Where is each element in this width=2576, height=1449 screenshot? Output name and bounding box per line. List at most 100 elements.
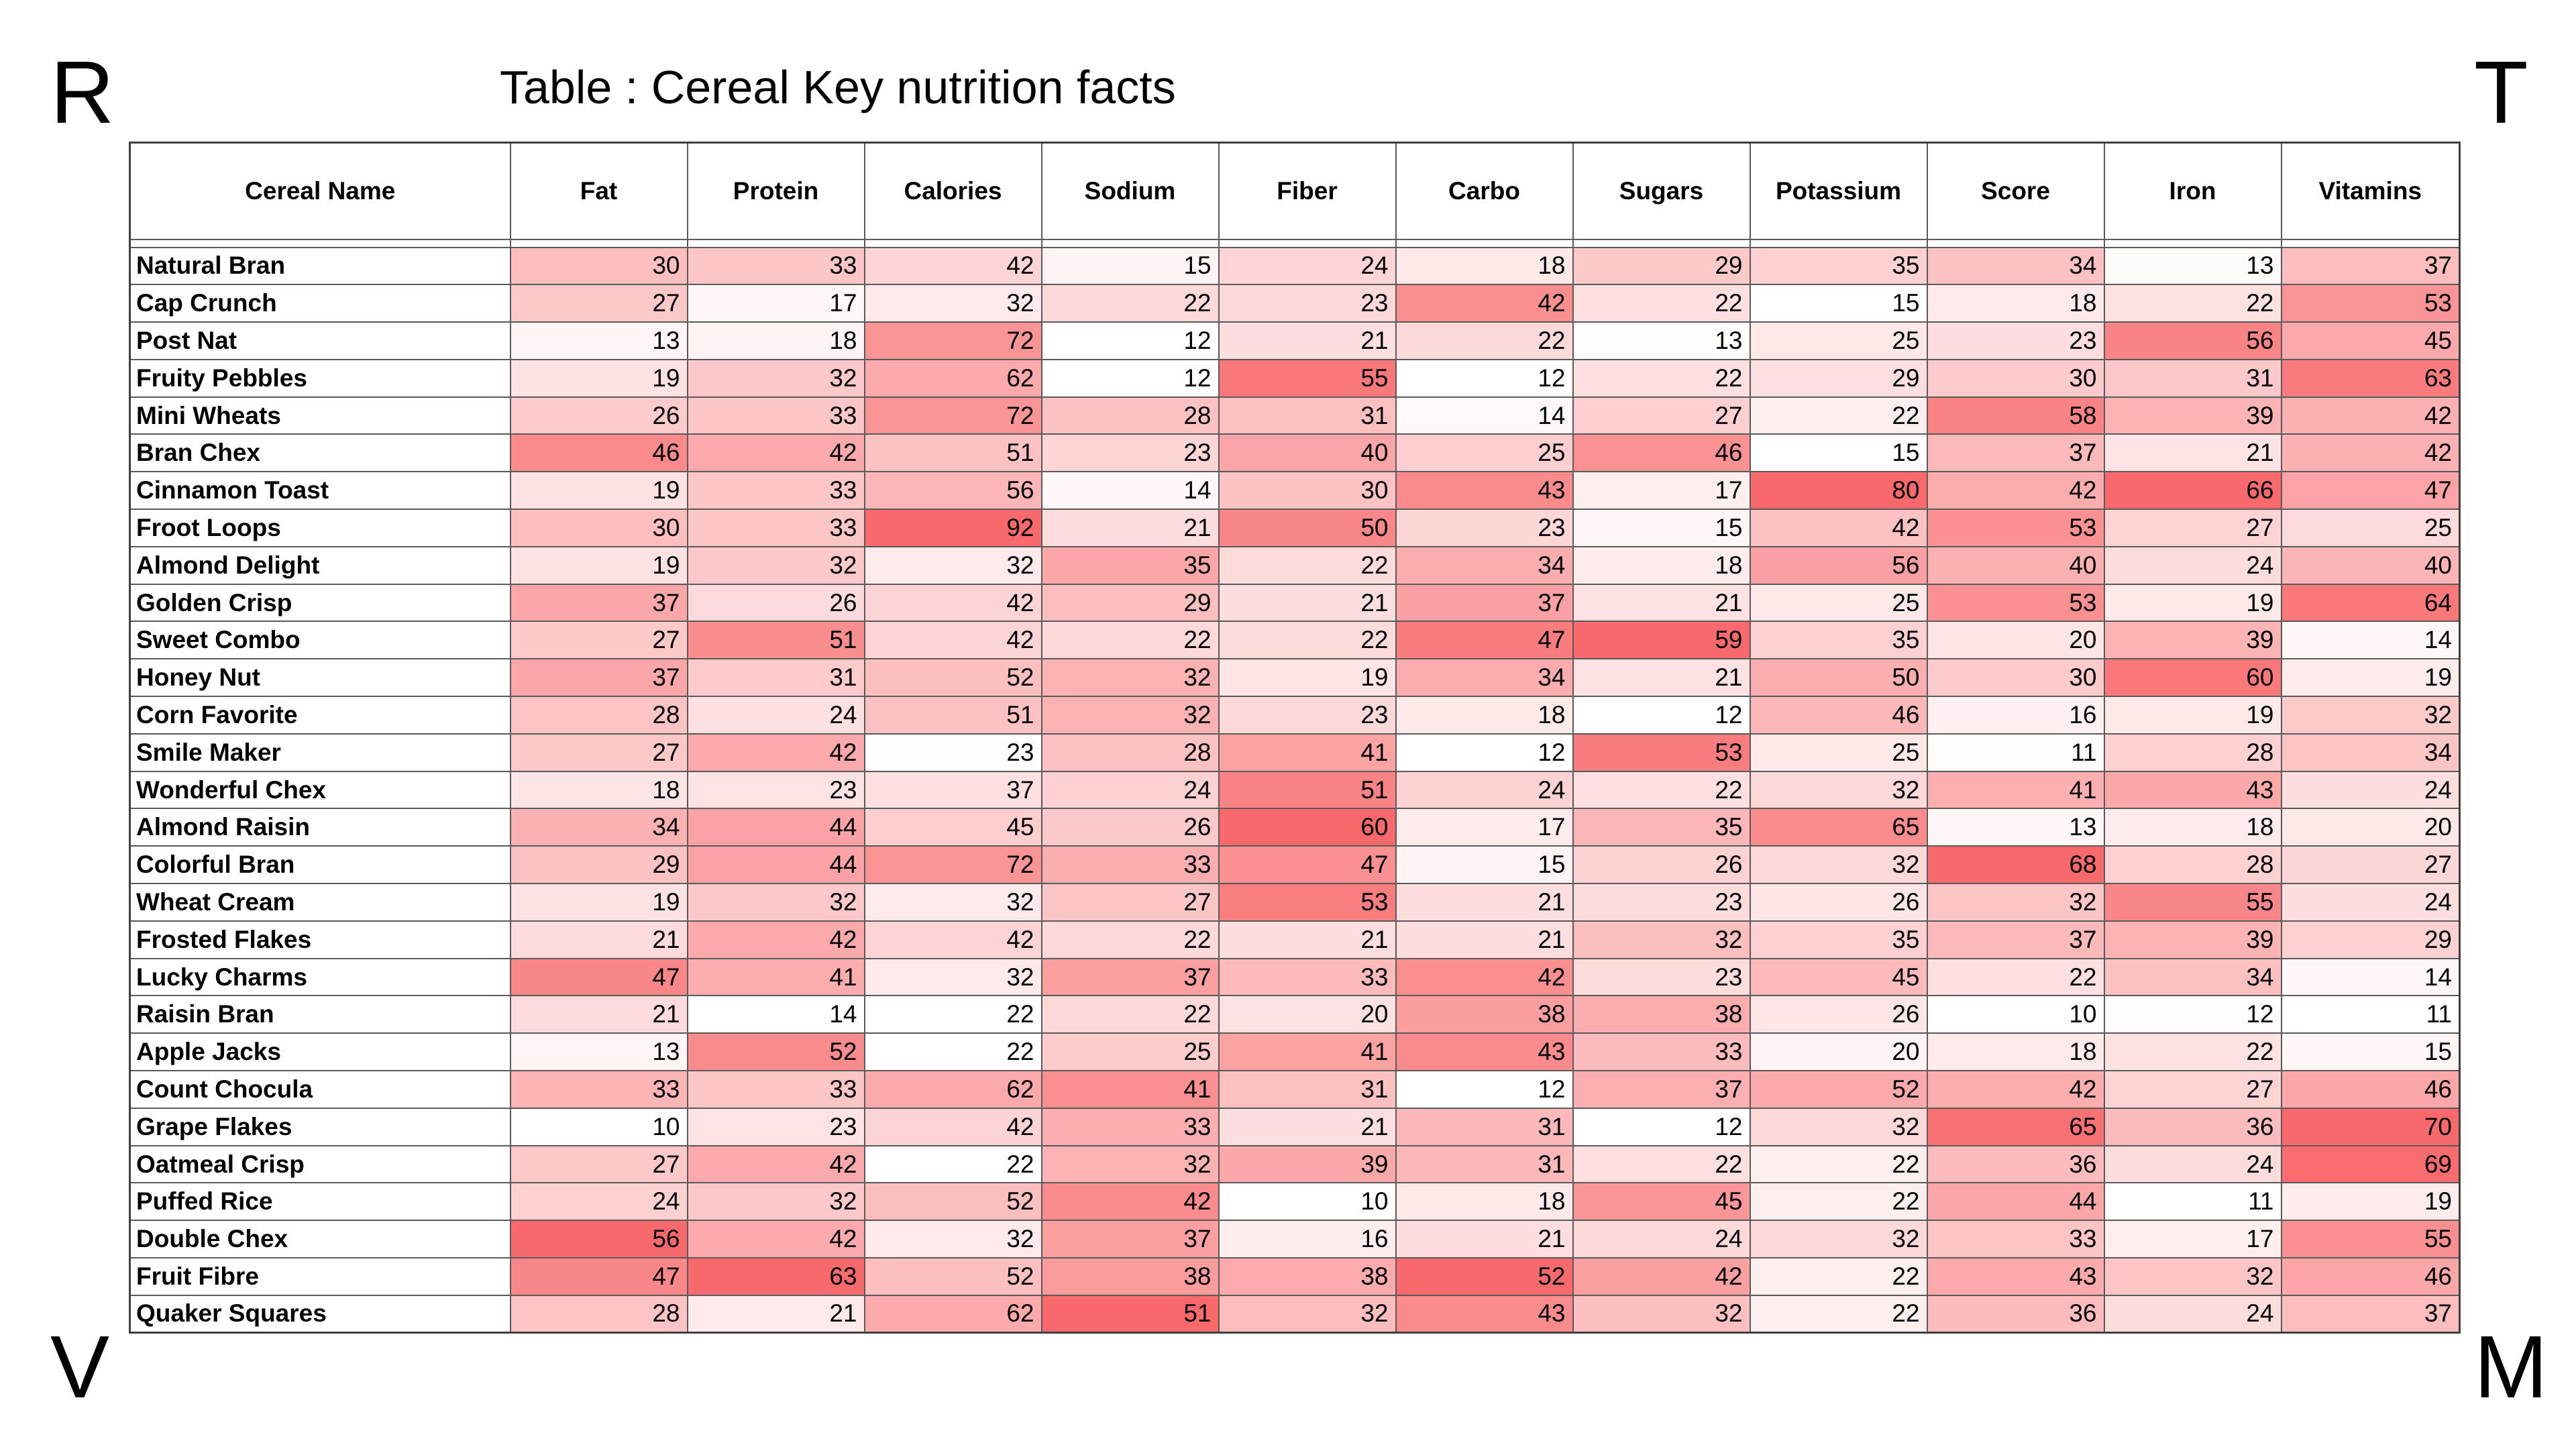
table-body: Natural Bran 30 33 42 15 24 18 29 35 34 13 37 Cap Cr… (129, 238, 2461, 1334)
table-row: Raisin Bran 21 14 22 22 20 38 38 26 10 12 11 (129, 995, 2461, 1034)
heat-cell: 11 (2103, 1182, 2282, 1222)
table-title: Table : Cereal Key nutrition facts (500, 61, 1176, 113)
heat-cell: 47 (1395, 621, 1574, 660)
table-row: Colorful Bran 29 44 72 33 47 15 26 32 68 28 27 (129, 845, 2461, 885)
heat-cell: 18 (2103, 808, 2282, 847)
heat-cell: 41 (686, 957, 865, 997)
heat-cell: 14 (1040, 471, 1220, 511)
spacer-cell (1040, 238, 1220, 248)
heat-cell: 32 (686, 358, 865, 398)
heat-cell: 38 (1572, 995, 1751, 1034)
heat-cell: 44 (686, 845, 865, 885)
heat-cell: 25 (1040, 1032, 1220, 1072)
heat-cell: 35 (1749, 246, 1928, 286)
heat-cell: 39 (2103, 396, 2282, 435)
heat-cell: 44 (1926, 1182, 2105, 1222)
table-row: Honey Nut 37 31 52 32 19 34 21 50 30 60 19 (129, 658, 2461, 698)
heat-cell: 34 (1395, 658, 1574, 698)
heat-cell: 31 (686, 658, 865, 698)
heat-cell: 32 (863, 1220, 1042, 1259)
heat-cell: 33 (1040, 845, 1220, 885)
heat-cell: 29 (1572, 246, 1751, 286)
heat-cell: 19 (509, 883, 688, 922)
heat-cell: 32 (863, 284, 1042, 323)
heat-cell: 43 (1395, 1032, 1574, 1072)
heat-cell: 32 (1749, 845, 1928, 885)
heat-cell: 27 (2103, 1070, 2282, 1109)
heat-cell: 45 (1749, 957, 1928, 997)
heat-cell: 19 (509, 471, 688, 511)
heat-cell: 10 (509, 1107, 688, 1146)
heat-cell: 42 (1040, 1182, 1220, 1222)
heat-cell: 18 (1926, 1032, 2105, 1072)
heat-cell: 65 (1749, 808, 1928, 847)
heat-cell: 24 (509, 1182, 688, 1222)
heat-cell: 92 (863, 508, 1042, 547)
row-label: Raisin Bran (129, 995, 511, 1034)
row-label: Corn Favorite (129, 696, 511, 735)
heat-cell: 38 (1395, 995, 1574, 1034)
heat-cell: 12 (1395, 358, 1574, 398)
heat-cell: 36 (1926, 1144, 2105, 1184)
heat-cell: 22 (1572, 358, 1751, 398)
row-label: Apple Jacks (129, 1032, 511, 1072)
heat-cell: 42 (863, 920, 1042, 959)
heat-cell: 42 (863, 621, 1042, 660)
heat-cell: 22 (1926, 957, 2105, 997)
heat-cell: 46 (2280, 1257, 2461, 1296)
heat-cell: 37 (2280, 1294, 2461, 1334)
heat-cell: 52 (863, 1182, 1042, 1222)
heat-cell: 33 (686, 508, 865, 547)
heat-cell: 22 (1749, 1144, 1928, 1184)
nutrition-heatmap-table: Cereal Name Fat Protein Calories Sodium Fibe… (129, 142, 2461, 1334)
spacer-cell (2280, 238, 2461, 248)
heat-cell: 24 (2103, 545, 2282, 585)
spacer-cell (1926, 238, 2105, 248)
column-header-protein: Protein (686, 142, 865, 240)
heat-cell: 51 (1040, 1294, 1220, 1334)
heat-cell: 18 (1395, 696, 1574, 735)
heat-cell: 55 (2103, 883, 2282, 922)
heat-cell: 30 (509, 246, 688, 286)
heat-cell: 39 (2103, 920, 2282, 959)
heat-cell: 33 (686, 1070, 865, 1109)
heat-cell: 34 (1926, 246, 2105, 286)
heat-cell: 47 (1218, 845, 1397, 885)
row-label: Mini Wheats (129, 396, 511, 435)
heat-cell: 55 (1218, 358, 1397, 398)
heat-cell: 33 (1218, 957, 1397, 997)
heat-cell: 15 (1040, 246, 1220, 286)
column-header-potassium: Potassium (1749, 142, 1928, 240)
heat-cell: 53 (1572, 733, 1751, 772)
row-label: Frosted Flakes (129, 920, 511, 959)
heat-cell: 32 (1040, 696, 1220, 735)
corner-letter-bottom-left: V (50, 1318, 110, 1416)
column-header-sugars: Sugars (1572, 142, 1751, 240)
heat-cell: 32 (1040, 658, 1220, 698)
column-header-iron: Iron (2103, 142, 2282, 240)
heat-cell: 56 (863, 471, 1042, 511)
heat-cell: 42 (686, 733, 865, 772)
heat-cell: 20 (1749, 1032, 1928, 1072)
heat-cell: 31 (1395, 1107, 1574, 1146)
heat-cell: 16 (1926, 696, 2105, 735)
heat-cell: 32 (1749, 1220, 1928, 1259)
spacer-cell (686, 238, 865, 248)
heat-cell: 12 (1040, 358, 1220, 398)
heat-cell: 33 (686, 396, 865, 435)
heat-cell: 25 (1749, 733, 1928, 772)
heat-cell: 42 (863, 583, 1042, 623)
row-label: Wheat Cream (129, 883, 511, 922)
heat-cell: 34 (2280, 733, 2461, 772)
heat-cell: 26 (1749, 883, 1928, 922)
column-header-score: Score (1926, 142, 2105, 240)
heat-cell: 22 (1218, 621, 1397, 660)
heat-cell: 60 (2103, 658, 2282, 698)
heat-cell: 59 (1572, 621, 1751, 660)
heat-cell: 32 (863, 957, 1042, 997)
heat-cell: 37 (1040, 1220, 1220, 1259)
row-label: Quaker Squares (129, 1294, 511, 1334)
heat-cell: 32 (1572, 1294, 1751, 1334)
heat-cell: 44 (686, 808, 865, 847)
heat-cell: 25 (1749, 321, 1928, 360)
